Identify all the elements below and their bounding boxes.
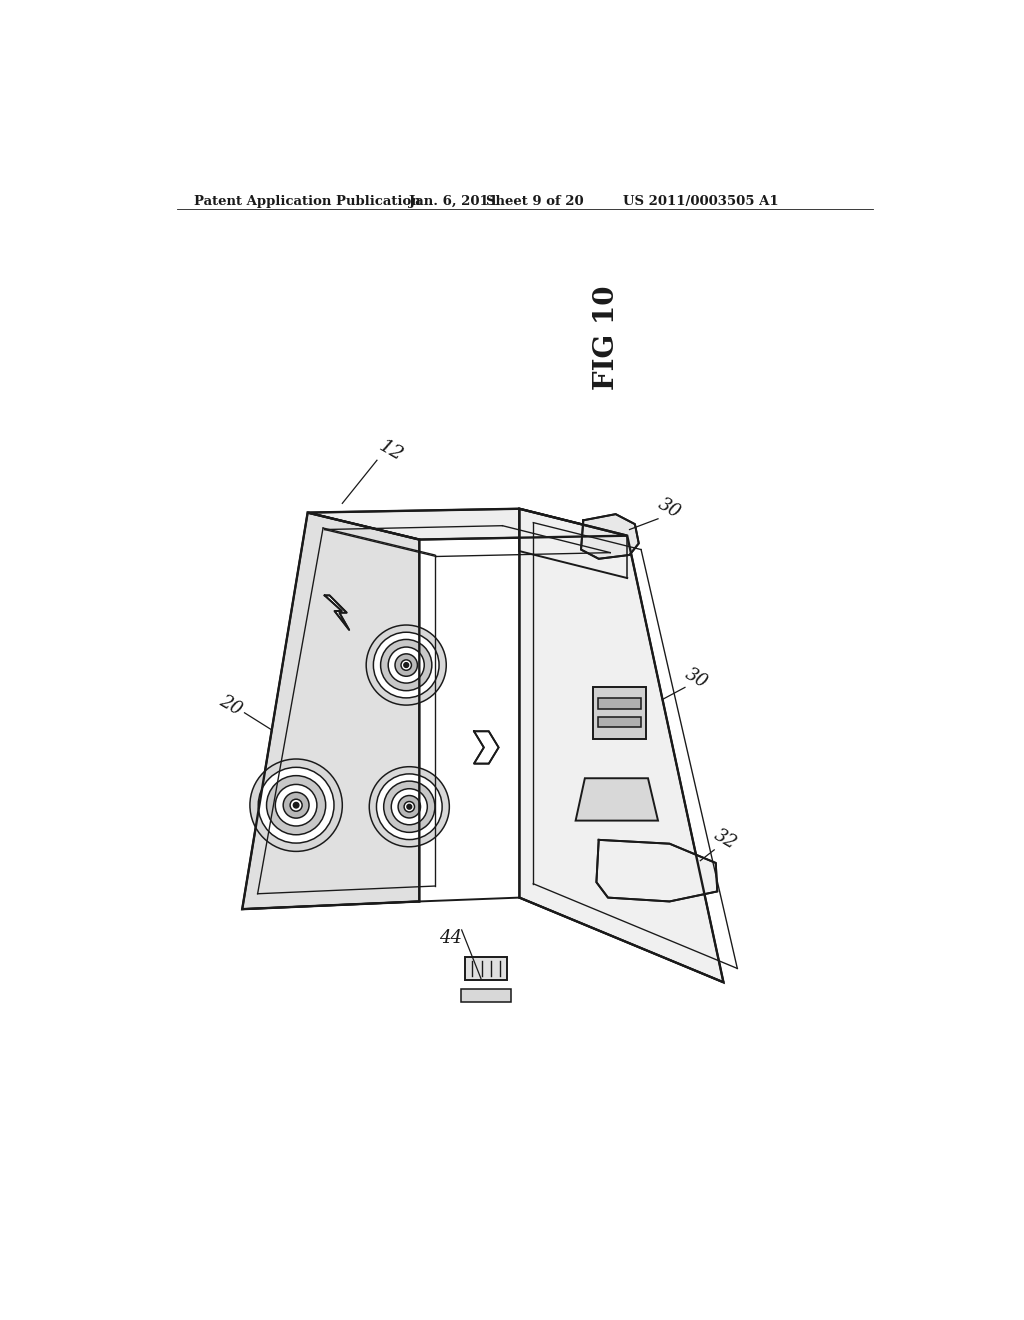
Circle shape bbox=[266, 776, 326, 834]
Text: 12: 12 bbox=[376, 437, 407, 465]
Polygon shape bbox=[519, 508, 724, 982]
Circle shape bbox=[290, 799, 302, 812]
Bar bbox=[598, 698, 641, 709]
Circle shape bbox=[404, 801, 415, 812]
Circle shape bbox=[388, 647, 424, 682]
Polygon shape bbox=[581, 515, 639, 558]
Circle shape bbox=[377, 774, 442, 840]
Circle shape bbox=[370, 767, 450, 847]
Polygon shape bbox=[307, 508, 628, 540]
Text: Sheet 9 of 20: Sheet 9 of 20 bbox=[486, 195, 584, 209]
Circle shape bbox=[395, 653, 418, 676]
Text: 32: 32 bbox=[711, 826, 739, 854]
Text: 30: 30 bbox=[655, 495, 684, 523]
Circle shape bbox=[284, 792, 309, 818]
Circle shape bbox=[403, 663, 409, 668]
Circle shape bbox=[250, 759, 342, 851]
Circle shape bbox=[398, 796, 421, 818]
Bar bbox=[593, 686, 646, 739]
Bar bbox=[465, 957, 508, 979]
Circle shape bbox=[293, 803, 299, 808]
Text: 30: 30 bbox=[682, 664, 711, 692]
Polygon shape bbox=[474, 731, 499, 763]
Polygon shape bbox=[325, 595, 349, 630]
Circle shape bbox=[401, 660, 412, 671]
Circle shape bbox=[275, 784, 316, 826]
Text: 20: 20 bbox=[216, 692, 245, 718]
Polygon shape bbox=[596, 840, 717, 902]
Text: Patent Application Publication: Patent Application Publication bbox=[194, 195, 421, 209]
Circle shape bbox=[391, 789, 427, 825]
Bar bbox=[598, 717, 641, 727]
Polygon shape bbox=[243, 512, 419, 909]
Bar bbox=[461, 989, 511, 1002]
Circle shape bbox=[258, 767, 334, 843]
Circle shape bbox=[367, 626, 446, 705]
Circle shape bbox=[374, 632, 439, 698]
Polygon shape bbox=[575, 779, 658, 821]
Text: US 2011/0003505 A1: US 2011/0003505 A1 bbox=[624, 195, 779, 209]
Circle shape bbox=[381, 639, 432, 690]
Text: Jan. 6, 2011: Jan. 6, 2011 bbox=[410, 195, 499, 209]
Circle shape bbox=[407, 804, 412, 809]
Text: FIG 10: FIG 10 bbox=[593, 285, 620, 389]
Text: 44: 44 bbox=[438, 929, 462, 946]
Circle shape bbox=[384, 781, 435, 833]
